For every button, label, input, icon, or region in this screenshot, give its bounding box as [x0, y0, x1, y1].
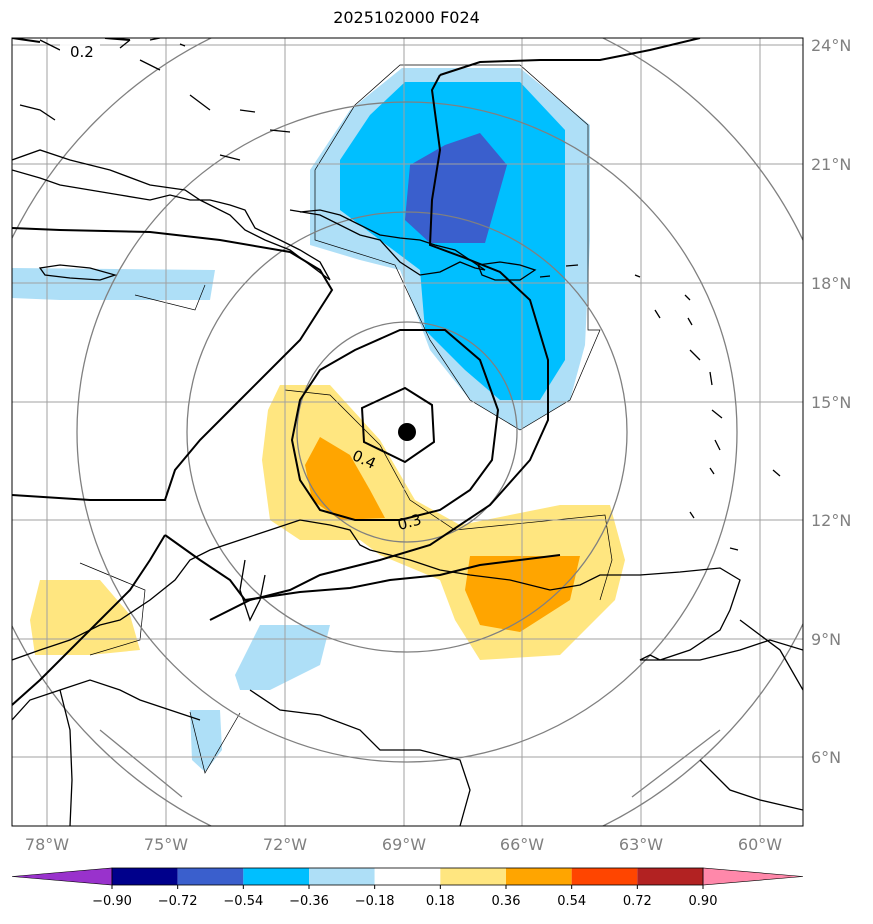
- jamaica-coast: [38, 264, 118, 281]
- lon-tick: 72°W: [263, 835, 307, 854]
- colorbar-tick-label: 0.54: [557, 894, 586, 909]
- cuba-coast: [12, 149, 331, 281]
- contour-label-0.3: 0.3: [396, 510, 424, 534]
- colombia-interior: [59, 689, 73, 826]
- colorbar-tick-label: −0.54: [223, 894, 263, 909]
- inland-sa: [699, 759, 803, 811]
- colorbar-extend-high: [702, 867, 804, 886]
- colorbar-swatch: [112, 868, 178, 885]
- lat-tick: 24°N: [811, 36, 851, 55]
- colorbar-tick-label: 0.18: [426, 894, 455, 909]
- lat-tick: 12°N: [811, 511, 851, 530]
- colorbar-tick-label: −0.18: [355, 894, 395, 909]
- contour-sw: [12, 534, 166, 706]
- contour-0.2-c: [439, 38, 701, 76]
- lat-tick: 15°N: [811, 393, 851, 412]
- lat-tick: 6°N: [811, 748, 841, 767]
- colorbar-tick-label: 0.72: [623, 894, 652, 909]
- colorbar-swatch: [177, 868, 244, 885]
- bahamas: [19, 38, 291, 161]
- contour-low: [164, 534, 561, 602]
- colorbar-tick-label: 0.36: [492, 894, 521, 909]
- colorbar-swatch: [637, 868, 703, 885]
- lat-tick: 9°N: [811, 630, 841, 649]
- map-plot-area: 0.2 0.4 0.3: [12, 38, 803, 826]
- coastlines: [12, 38, 803, 826]
- range-rings: [12, 38, 803, 826]
- contour-0.4: [360, 386, 436, 464]
- inland-border: [12, 679, 201, 721]
- venezuela-south: [249, 689, 471, 826]
- thin-contours: [79, 64, 613, 774]
- storm-center-marker: [398, 423, 416, 441]
- contour-0.2-a: [209, 74, 549, 621]
- maracaibo-coast: [239, 559, 266, 622]
- colorbar-extend-low: [11, 867, 113, 886]
- contour-top-left: [12, 38, 131, 43]
- colorbar-tick-label: −0.72: [158, 894, 198, 909]
- puerto-rico-coast: [477, 261, 537, 281]
- colorbar-tick-label: −0.90: [92, 894, 132, 909]
- contour-0.2-b: [12, 227, 334, 501]
- colorbar-swatch: [571, 868, 638, 885]
- lon-tick: 60°W: [738, 835, 782, 854]
- colorbar-tick-label: −0.36: [289, 894, 329, 909]
- colorbar-swatch: [374, 868, 441, 885]
- colorbar-tick-label: 0.90: [689, 894, 718, 909]
- lon-tick: 69°W: [382, 835, 426, 854]
- plot-frame: [11, 37, 804, 827]
- contour-label-0.2: 0.2: [70, 43, 94, 61]
- lon-tick-labels: 78°W 75°W 72°W 69°W 66°W 63°W 60°W: [25, 835, 782, 854]
- colorbar-swatch: [243, 868, 309, 885]
- lesser-antilles: [654, 294, 781, 551]
- contour-0.3: [290, 329, 500, 521]
- lon-tick: 75°W: [144, 835, 188, 854]
- map-title: 2025102000 F024: [333, 8, 480, 27]
- lat-tick: 18°N: [811, 274, 851, 293]
- colorbar: −0.90 −0.72 −0.54 −0.36 −0.18 0.18 0.36 0.54 0.7…: [11, 867, 804, 909]
- lon-tick: 66°W: [500, 835, 544, 854]
- colorbar-swatch: [506, 868, 572, 885]
- thick-contours: [12, 38, 701, 706]
- colorbar-frame: [111, 867, 704, 886]
- lon-tick: 63°W: [619, 835, 663, 854]
- colorbar-swatch: [440, 868, 506, 885]
- south-america-coast: [12, 519, 803, 661]
- guyana-coast: [739, 619, 803, 691]
- lat-tick-labels: 24°N 21°N 18°N 15°N 12°N 9°N 6°N: [811, 36, 851, 767]
- lon-tick: 78°W: [25, 835, 69, 854]
- colorbar-swatch: [309, 868, 375, 885]
- lat-tick: 21°N: [811, 155, 851, 174]
- pr-islands: [539, 264, 641, 278]
